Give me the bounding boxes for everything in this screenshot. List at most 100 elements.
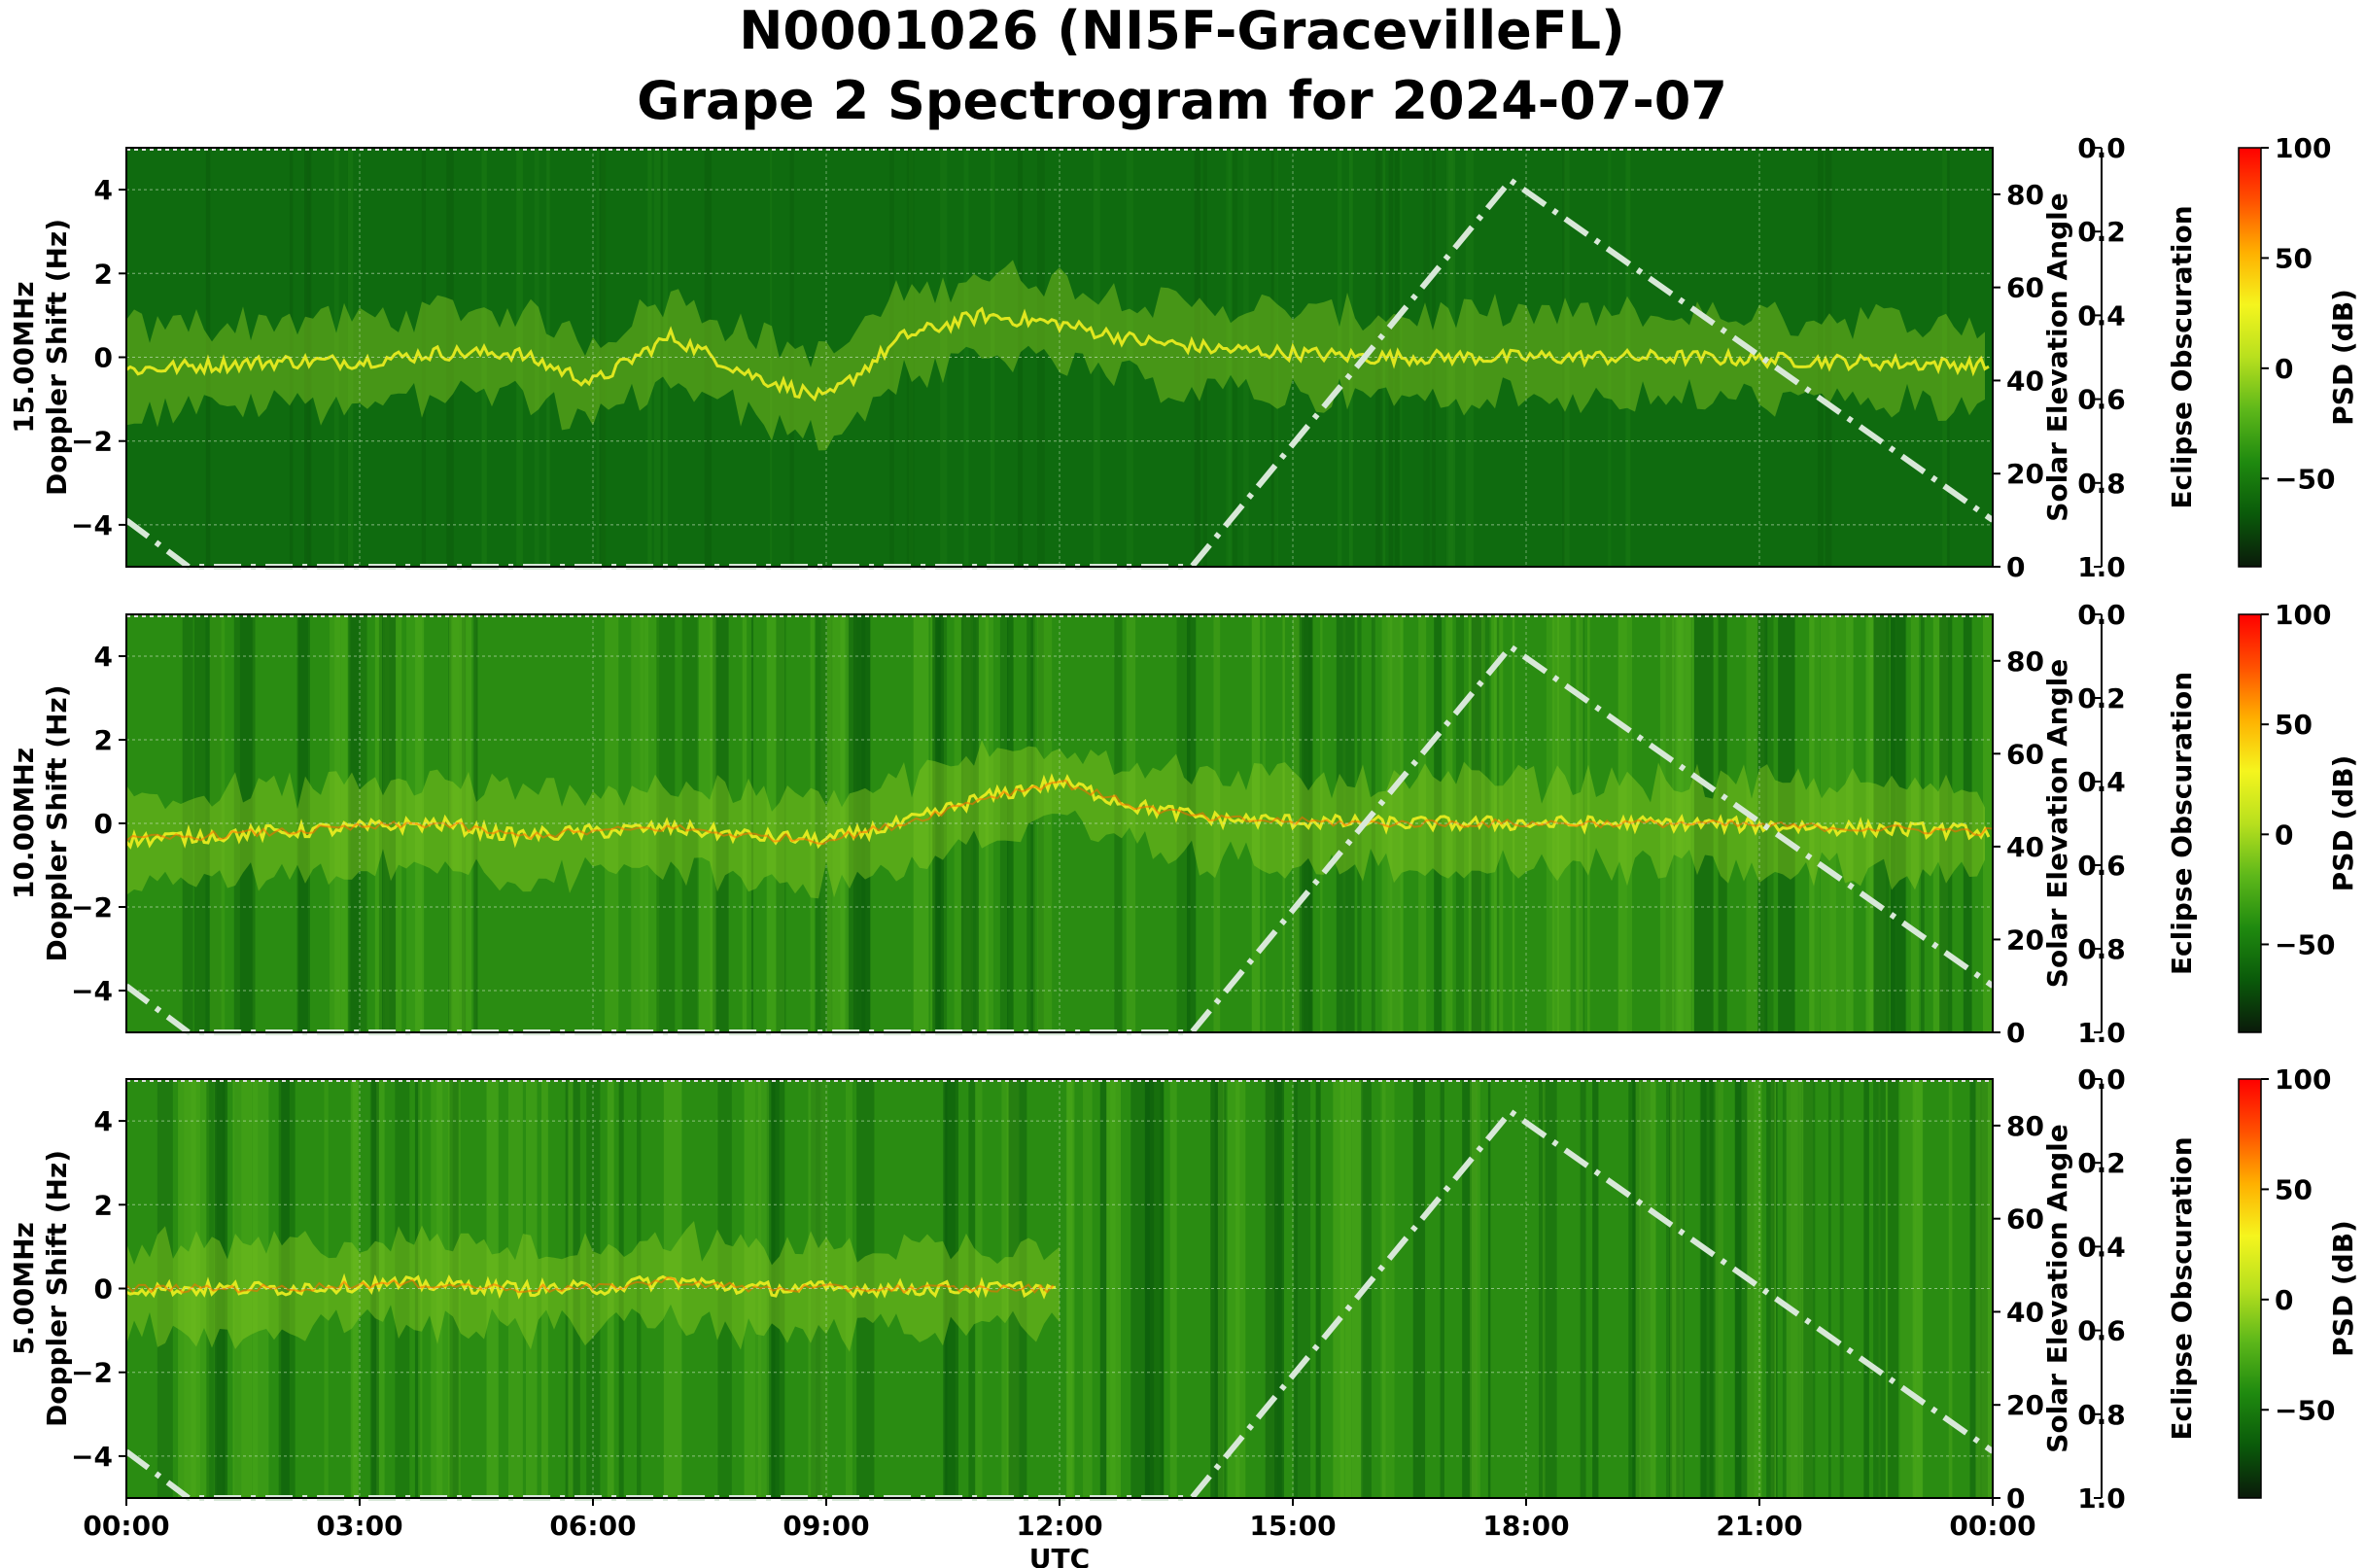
y-tick-label: 0 bbox=[94, 1273, 113, 1306]
y-tick-label: 4 bbox=[94, 1105, 113, 1137]
eclipse-tick-label: 0.8 bbox=[2077, 933, 2126, 965]
solar-elevation-curve bbox=[124, 1108, 1995, 1501]
heatmap-stripe bbox=[1939, 614, 1953, 1032]
colorbar-gradient bbox=[2238, 1078, 2262, 1499]
heatmap-stripe bbox=[908, 148, 914, 567]
heatmap-stripe bbox=[1878, 1079, 1881, 1498]
elevation-axis-label: Solar Elevation Angle bbox=[2041, 192, 2073, 521]
heatmap-stripe bbox=[960, 614, 979, 1032]
heatmap-stripe bbox=[999, 614, 1009, 1032]
heatmap-stripe bbox=[1699, 1079, 1714, 1498]
panel-frequency-label: 10.00MHz bbox=[8, 748, 40, 899]
heatmap-stripe bbox=[1214, 1079, 1227, 1498]
heatmap-stripe bbox=[1948, 1079, 1953, 1498]
y-tick-label: 0 bbox=[94, 342, 113, 374]
signal-trace-peak bbox=[125, 1275, 1055, 1295]
heatmap-stripe bbox=[816, 1079, 821, 1498]
eclipse-tick-label: 0.4 bbox=[2077, 299, 2126, 331]
colorbar-tick-label: 50 bbox=[2275, 242, 2313, 274]
panel-5.00MHz: −4 −2 0 2 4 5.00MHz Doppler Shift (Hz) 0 20 40 60 8… bbox=[8, 1063, 2359, 1568]
elevation-tick-label: 80 bbox=[2006, 179, 2044, 211]
heatmap-stripe bbox=[1371, 614, 1375, 1032]
eclipse-tick-label: 0.0 bbox=[2077, 132, 2126, 164]
elevation-tick-label: 20 bbox=[2006, 923, 2044, 956]
heatmap-stripe bbox=[820, 614, 832, 1032]
heatmap-stripe bbox=[1975, 1079, 1993, 1498]
elevation-tick-label: 60 bbox=[2006, 738, 2044, 770]
y-tick-label: 2 bbox=[94, 724, 113, 756]
heatmap-stripe bbox=[1226, 148, 1229, 567]
y-tick-label: 2 bbox=[94, 1189, 113, 1221]
y-tick-label: −4 bbox=[71, 509, 113, 541]
elevation-tick-label: 80 bbox=[2006, 1110, 2044, 1142]
eclipse-axis-label: Eclipse Obscuration bbox=[2166, 1136, 2198, 1440]
heatmap-stripe bbox=[1304, 614, 1313, 1032]
heatmap-stripe bbox=[647, 148, 652, 567]
heatmap-stripe bbox=[1963, 614, 1972, 1032]
x-axis-label: UTC bbox=[1029, 1543, 1090, 1568]
heatmap-stripe bbox=[1333, 1079, 1344, 1498]
colorbar-tick-label: 50 bbox=[2275, 709, 2313, 741]
y-tick-label: 2 bbox=[94, 258, 113, 290]
figure-title-line1: N0001026 (NI5F-GracevilleFL) bbox=[739, 0, 1625, 61]
heatmap-stripe bbox=[1580, 1079, 1586, 1498]
eclipse-tick-label: 0.6 bbox=[2077, 850, 2126, 882]
heatmap-stripe bbox=[1293, 1079, 1311, 1498]
heatmap-stripe bbox=[1455, 614, 1465, 1032]
heatmap-stripe bbox=[1243, 148, 1249, 567]
colorbar-gradient bbox=[2238, 147, 2262, 568]
eclipse-axis-label: Eclipse Obscuration bbox=[2166, 672, 2198, 975]
y-tick-label: 0 bbox=[94, 808, 113, 840]
eclipse-tick-label: 0.2 bbox=[2077, 1147, 2126, 1179]
heatmap-stripe bbox=[1887, 1079, 1898, 1498]
heatmap-stripe bbox=[1230, 148, 1237, 567]
signal-glow bbox=[126, 260, 1985, 451]
heatmap-stripe bbox=[414, 1079, 421, 1498]
heatmap-stripe bbox=[1592, 1079, 1599, 1498]
elevation-tick-label: 20 bbox=[2006, 1389, 2044, 1421]
heatmap-stripe bbox=[599, 148, 607, 567]
elevation-tick-label: 60 bbox=[2006, 1203, 2044, 1236]
colorbar-tick-label: 0 bbox=[2275, 819, 2293, 851]
panel-frequency-label: 5.00MHz bbox=[8, 1222, 40, 1355]
panel-15.00MHz: −4 −2 0 2 4 15.00MHz Doppler Shift (Hz) 0 20 40 60… bbox=[8, 132, 2359, 583]
heatmap-stripe bbox=[1639, 1079, 1656, 1498]
heatmap-stripe bbox=[968, 1079, 976, 1498]
heatmap-stripe bbox=[1348, 148, 1353, 567]
elevation-tick-label: 40 bbox=[2006, 1296, 2044, 1328]
y-tick-label: −4 bbox=[71, 975, 113, 1007]
heatmap-stripe bbox=[1820, 614, 1836, 1032]
solar-elevation-curve bbox=[124, 177, 1995, 570]
eclipse-tick-label: 1.0 bbox=[2077, 1482, 2126, 1515]
elevation-tick-label: 0 bbox=[2006, 551, 2025, 583]
heatmap-stripe bbox=[1026, 614, 1033, 1032]
x-tick-label: 21:00 bbox=[1716, 1510, 1802, 1542]
colorbar-tick-label: −50 bbox=[2275, 1394, 2335, 1426]
heatmap-stripe bbox=[810, 614, 815, 1032]
colorbar-gradient bbox=[2238, 613, 2262, 1033]
heatmap-stripe bbox=[991, 148, 995, 567]
colorbar: 100 50 0 −50 PSD (dB) bbox=[2238, 132, 2359, 568]
heatmap-stripe bbox=[371, 1079, 379, 1498]
heatmap-stripe bbox=[1586, 614, 1590, 1032]
colorbar-tick-label: 50 bbox=[2275, 1173, 2313, 1205]
heatmap-stripe bbox=[663, 1079, 682, 1498]
y-tick-label: −2 bbox=[71, 426, 113, 458]
y-axis-label-group: 10.00MHz Doppler Shift (Hz) bbox=[8, 684, 73, 961]
heatmap-stripe bbox=[1083, 1079, 1093, 1498]
heatmap-stripe bbox=[1825, 148, 1832, 567]
heatmap-stripe bbox=[205, 614, 222, 1032]
solar-elevation-curve bbox=[124, 644, 1995, 1035]
eclipse-tick-label: 0.8 bbox=[2077, 468, 2126, 500]
x-tick-label: 12:00 bbox=[1016, 1510, 1102, 1542]
x-tick-label: 00:00 bbox=[1949, 1510, 2035, 1542]
y-axis-label: Doppler Shift (Hz) bbox=[41, 219, 73, 496]
figure-title-line2: Grape 2 Spectrogram for 2024-07-07 bbox=[637, 70, 1727, 131]
eclipse-tick-label: 1.0 bbox=[2077, 1017, 2126, 1049]
heatmap-stripe bbox=[1007, 614, 1014, 1032]
eclipse-tick-label: 0.0 bbox=[2077, 1063, 2126, 1096]
y-tick-label: 4 bbox=[94, 641, 113, 673]
eclipse-tick-label: 0.6 bbox=[2077, 384, 2126, 416]
heatmap-stripe bbox=[1665, 1079, 1685, 1498]
